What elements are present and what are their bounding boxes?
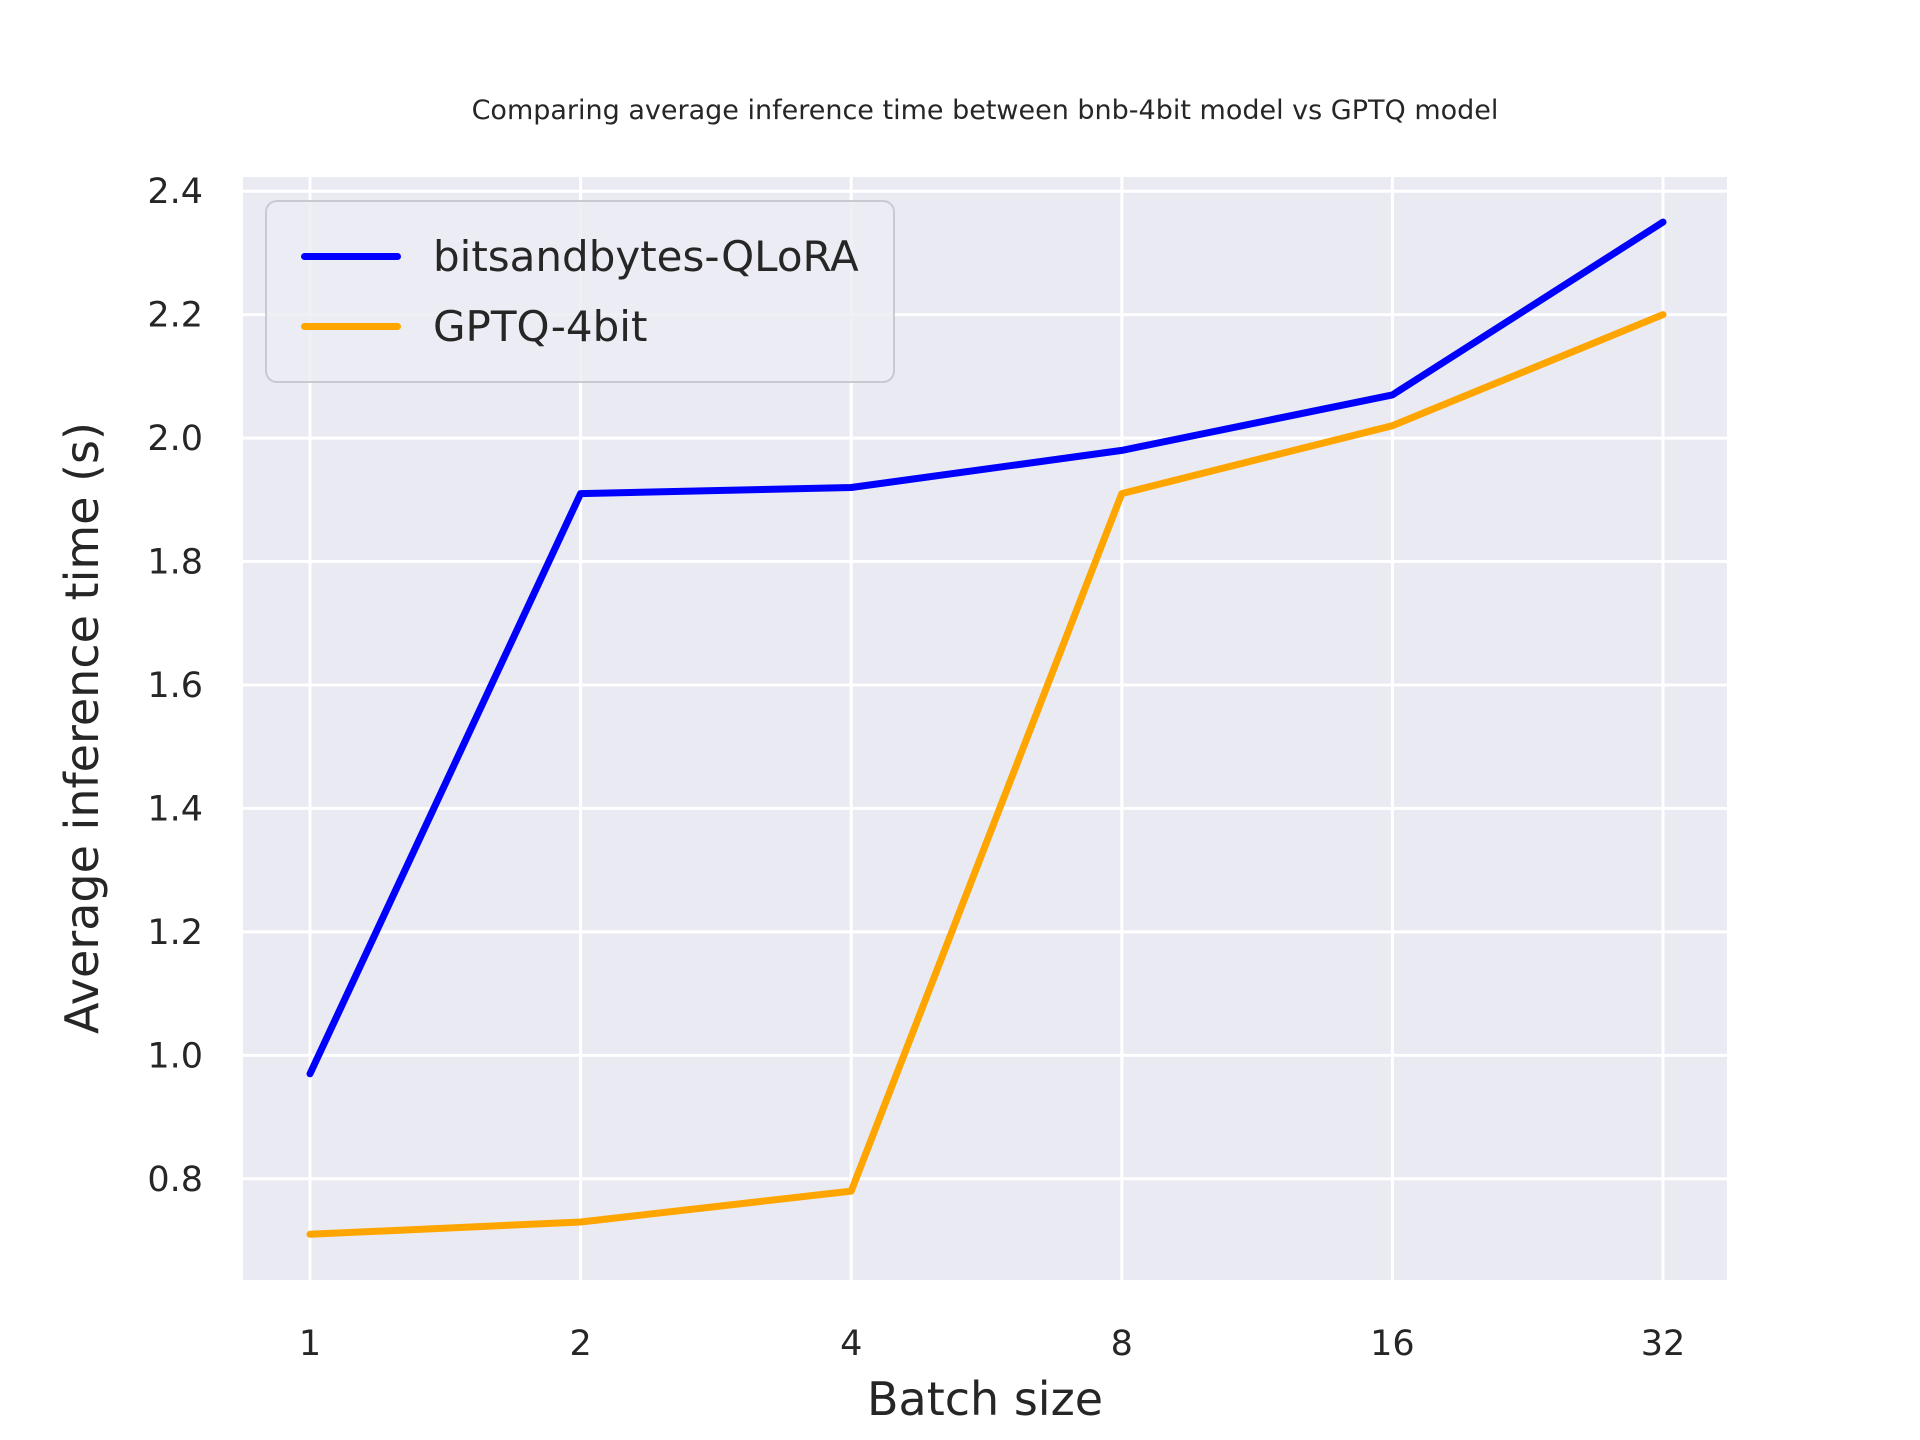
y-tick-label: 2.2 — [147, 296, 203, 336]
series-line-bitsandbytes-QLoRA — [306, 218, 1667, 1078]
y-tick-label: 1.6 — [147, 666, 203, 706]
legend: bitsandbytes-QLoRA GPTQ-4bit — [265, 200, 895, 383]
y-tick-label: 0.8 — [147, 1160, 203, 1200]
y-tick-label: 1.4 — [147, 789, 203, 829]
legend-line-swatch-gptq — [301, 323, 401, 330]
legend-label: GPTQ-4bit — [433, 301, 648, 351]
series-line-GPTQ-4bit — [306, 311, 1667, 1238]
x-tick-label: 8 — [1111, 1324, 1133, 1364]
x-tick-label: 2 — [569, 1324, 591, 1364]
y-tick-label: 1.8 — [147, 543, 203, 583]
legend-label: bitsandbytes-QLoRA — [433, 231, 859, 281]
x-tick-label: 1 — [299, 1324, 321, 1364]
x-tick-label: 16 — [1370, 1324, 1415, 1364]
y-tick-label: 1.2 — [147, 913, 203, 953]
chart-title: Comparing average inference time between… — [471, 95, 1499, 126]
x-tick-label: 4 — [840, 1324, 862, 1364]
x-axis-label: Batch size — [866, 1372, 1104, 1426]
legend-row: GPTQ-4bit — [287, 299, 873, 355]
legend-row: bitsandbytes-QLoRA — [287, 229, 873, 285]
x-tick-label: 32 — [1641, 1324, 1686, 1364]
y-tick-label: 1.0 — [147, 1036, 203, 1076]
y-tick-label: 2.4 — [147, 172, 203, 212]
legend-line-swatch-bitsandbytes — [301, 253, 401, 260]
y-axis-label: Average inference time (s) — [55, 422, 109, 1034]
y-tick-label: 2.0 — [147, 419, 203, 459]
